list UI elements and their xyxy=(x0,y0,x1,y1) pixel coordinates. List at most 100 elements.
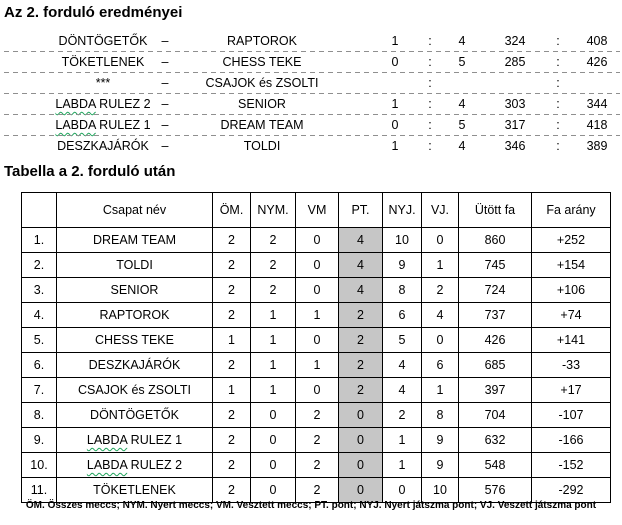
standings-vj: 1 xyxy=(421,252,459,278)
score-colon: : xyxy=(428,97,432,111)
team-name-text: DESZKAJÁRÓK xyxy=(57,139,149,153)
vs-dash: – xyxy=(161,97,169,111)
pins-away: 418 xyxy=(586,118,608,132)
standings-rank: 4. xyxy=(21,302,57,328)
home-team: DÖNTÖGETŐK xyxy=(28,31,178,52)
pins-colon: : xyxy=(556,76,560,90)
result-row: LABDA RULEZ 2 – SENIOR 1 : 4 303 : 344 xyxy=(4,94,620,115)
standings-rank: 8. xyxy=(21,402,57,428)
standings-rank: 10. xyxy=(21,452,57,478)
home-team: DESZKAJÁRÓK xyxy=(28,136,178,157)
result-row: *** – CSAJOK és ZSOLTI : : xyxy=(4,73,620,94)
standings-vj: 4 xyxy=(421,302,459,328)
standings-om: 2 xyxy=(212,427,251,453)
pins-home: 317 xyxy=(504,118,526,132)
header-fa-arany: Fa arány xyxy=(531,192,611,228)
away-team: RAPTOROK xyxy=(227,34,297,48)
standings-utott-fa: 576 xyxy=(458,477,532,503)
standings-rank: 5. xyxy=(21,327,57,353)
standings-vm: 1 xyxy=(295,352,339,378)
standings-fa-arany: +17 xyxy=(531,377,611,403)
standings-nyj: 9 xyxy=(382,252,422,278)
standings-vm: 2 xyxy=(295,452,339,478)
standings-utott-fa: 724 xyxy=(458,277,532,303)
header-nyj: NYJ. xyxy=(382,192,422,228)
standings-team-name: DREAM TEAM xyxy=(56,227,213,253)
standings-nym: 1 xyxy=(250,327,296,353)
standings-fa-arany: +74 xyxy=(531,302,611,328)
standings-vm: 0 xyxy=(295,327,339,353)
standings-row: 2. TOLDI 2 2 0 4 9 1 745 +154 xyxy=(21,252,611,278)
standings-vj: 2 xyxy=(421,277,459,303)
standings-vm: 2 xyxy=(295,402,339,428)
standings-row: 4. RAPTOROK 2 1 1 2 6 4 737 +74 xyxy=(21,302,611,328)
standings-om: 2 xyxy=(212,227,251,253)
standings-team-name: RAPTOROK xyxy=(56,302,213,328)
standings-vm: 2 xyxy=(295,427,339,453)
standings-team-name: TÖKETLENEK xyxy=(56,477,213,503)
header-team-name: Csapat név xyxy=(56,192,213,228)
standings-rank: 11. xyxy=(21,477,57,503)
standings-utott-fa: 426 xyxy=(458,327,532,353)
standings-table: Csapat név ÖM. NYM. VM PT. NYJ. VJ. Ütöt… xyxy=(21,192,611,503)
spellcheck-marked-word: LABDA xyxy=(55,97,96,111)
standings-rank: 2. xyxy=(21,252,57,278)
results-list: DÖNTÖGETŐK – RAPTOROK 1 : 4 324 : 408 TÖ… xyxy=(4,31,620,157)
standings-utott-fa: 397 xyxy=(458,377,532,403)
pins-away: 344 xyxy=(586,97,608,111)
team-name-text: TOLDI xyxy=(116,258,153,272)
away-team: SENIOR xyxy=(238,97,286,111)
team-name-text: TÖKETLENEK xyxy=(61,55,145,69)
score-colon: : xyxy=(428,55,432,69)
team-name-text: RULEZ 1 xyxy=(95,118,151,132)
rank-header-empty xyxy=(21,192,57,228)
standings-fa-arany: +154 xyxy=(531,252,611,278)
header-vj: VJ. xyxy=(421,192,459,228)
standings-utott-fa: 548 xyxy=(458,452,532,478)
standings-pt: 2 xyxy=(338,377,383,403)
standings-vm: 0 xyxy=(295,277,339,303)
pins-away: 426 xyxy=(586,55,608,69)
standings-header-row: Csapat név ÖM. NYM. VM PT. NYJ. VJ. Ütöt… xyxy=(21,192,611,228)
home-team: LABDA RULEZ 1 xyxy=(28,115,178,136)
score-away: 4 xyxy=(458,139,466,153)
pins-away: 389 xyxy=(586,139,608,153)
team-name-text: SENIOR xyxy=(110,283,159,297)
standings-team-name: LABDA RULEZ 1 xyxy=(56,427,213,453)
header-nym: NYM. xyxy=(250,192,296,228)
standings-rank: 9. xyxy=(21,427,57,453)
standings-om: 2 xyxy=(212,302,251,328)
standings-row: 7. CSAJOK és ZSOLTI 1 1 0 2 4 1 397 +17 xyxy=(21,377,611,403)
team-name-text: DÖNTÖGETŐK xyxy=(58,34,148,48)
pins-colon: : xyxy=(556,97,560,111)
standings-row: 5. CHESS TEKE 1 1 0 2 5 0 426 +141 xyxy=(21,327,611,353)
standings-utott-fa: 745 xyxy=(458,252,532,278)
score-home: 0 xyxy=(391,55,399,69)
score-away: 4 xyxy=(458,34,466,48)
team-name-text: RULEZ 2 xyxy=(127,458,183,472)
team-name-text: CSAJOK és ZSOLTI xyxy=(78,383,191,397)
standings-nyj: 4 xyxy=(382,352,422,378)
standings-vj: 6 xyxy=(421,352,459,378)
team-name-text: TÖKETLENEK xyxy=(93,483,176,497)
pins-home: 324 xyxy=(504,34,526,48)
standings-row: 10. LABDA RULEZ 2 2 0 2 0 1 9 548 -152 xyxy=(21,452,611,478)
standings-fa-arany: -166 xyxy=(531,427,611,453)
standings-fa-arany: -33 xyxy=(531,352,611,378)
standings-team-name: SENIOR xyxy=(56,277,213,303)
standings-rank: 6. xyxy=(21,352,57,378)
team-name-text: *** xyxy=(95,76,111,90)
standings-row: 8. DÖNTÖGETŐK 2 0 2 0 2 8 704 -107 xyxy=(21,402,611,428)
standings-fa-arany: -152 xyxy=(531,452,611,478)
standings-vj: 8 xyxy=(421,402,459,428)
standings-vm: 0 xyxy=(295,377,339,403)
team-name-text: RAPTOROK xyxy=(99,308,170,322)
standings-nyj: 6 xyxy=(382,302,422,328)
standings-om: 2 xyxy=(212,477,251,503)
standings-fa-arany: +141 xyxy=(531,327,611,353)
team-name-text: RULEZ 1 xyxy=(127,433,183,447)
standings-vj: 0 xyxy=(421,227,459,253)
standings-nyj: 5 xyxy=(382,327,422,353)
score-home: 1 xyxy=(391,139,399,153)
score-colon: : xyxy=(428,139,432,153)
